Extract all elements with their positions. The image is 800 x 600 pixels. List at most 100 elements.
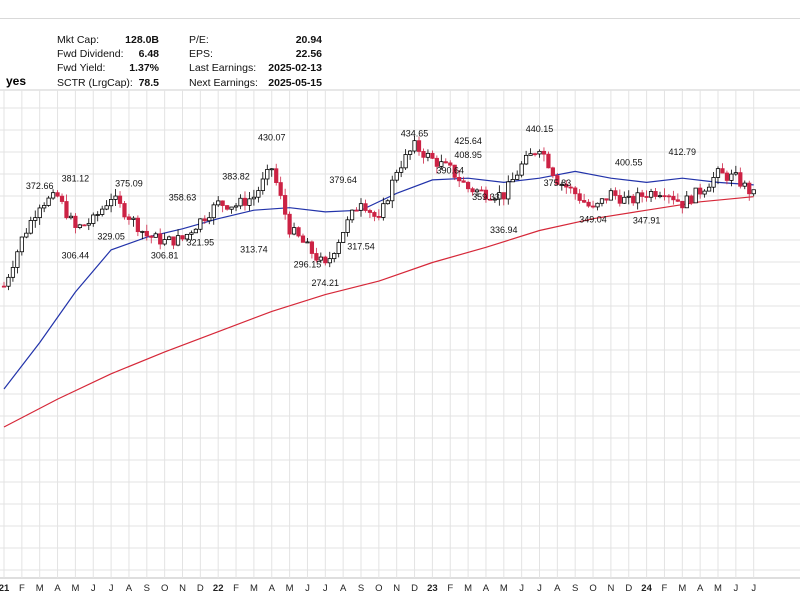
candle-body bbox=[10, 267, 16, 278]
candle-body bbox=[73, 215, 78, 228]
x-tick-label: D bbox=[411, 583, 418, 594]
candle-body bbox=[604, 198, 609, 201]
x-tick-label: A bbox=[269, 583, 276, 594]
candle-body bbox=[443, 161, 448, 164]
candle-body bbox=[559, 183, 564, 186]
candle-body bbox=[693, 187, 698, 204]
price-annotation: 336.94 bbox=[490, 225, 518, 235]
candle-body bbox=[59, 195, 65, 202]
candle-body bbox=[385, 200, 390, 205]
candle-body bbox=[309, 241, 315, 254]
candle-body bbox=[220, 200, 225, 206]
candle-body bbox=[42, 205, 47, 209]
stat-label: EPS: bbox=[189, 48, 213, 61]
candle-body bbox=[109, 199, 114, 207]
stat-label: Fwd Yield: bbox=[57, 62, 106, 75]
price-annotation: 349.04 bbox=[579, 215, 607, 225]
candle-body bbox=[189, 232, 194, 235]
price-annotation: 321.95 bbox=[187, 238, 215, 248]
candle-body bbox=[358, 203, 364, 211]
candle-body bbox=[113, 195, 118, 200]
x-tick-label: F bbox=[233, 583, 239, 594]
x-tick-label: S bbox=[358, 583, 364, 594]
candle-body bbox=[515, 174, 520, 180]
candle-body bbox=[349, 209, 355, 221]
candle-body bbox=[421, 151, 426, 158]
stat-label: Last Earnings: bbox=[189, 62, 257, 75]
candle-body bbox=[100, 208, 105, 215]
stat-value: 2025-05-15 bbox=[268, 76, 322, 89]
candle-body bbox=[238, 197, 243, 207]
stat-value: 22.56 bbox=[295, 48, 322, 61]
candle-body bbox=[590, 205, 596, 208]
candle-body bbox=[715, 168, 721, 178]
candle-body bbox=[122, 203, 127, 218]
stat-row: Fwd Yield: 1.37% bbox=[57, 61, 159, 75]
candle-body bbox=[662, 195, 667, 198]
candle-body bbox=[211, 204, 216, 219]
stat-value: 6.48 bbox=[138, 48, 159, 61]
candle-body bbox=[488, 198, 493, 201]
candle-body bbox=[131, 217, 136, 220]
candle-body bbox=[492, 198, 497, 201]
candle-body bbox=[582, 200, 587, 203]
candle-body bbox=[180, 235, 185, 240]
x-tick-label: M bbox=[286, 583, 294, 594]
candle-body bbox=[483, 189, 489, 200]
candle-body bbox=[506, 181, 511, 200]
candle-body bbox=[586, 201, 591, 207]
stat-row: SCTR (LrgCap): 78.5 bbox=[57, 76, 159, 90]
candle-body bbox=[24, 232, 29, 238]
candle-body bbox=[564, 183, 569, 188]
candle-body bbox=[314, 253, 319, 261]
candle-body bbox=[573, 187, 578, 195]
candle-body bbox=[733, 172, 738, 175]
candle-body bbox=[46, 197, 51, 206]
candle-body bbox=[510, 179, 515, 183]
price-annotation: 430.07 bbox=[258, 132, 286, 142]
candle-body bbox=[336, 242, 341, 254]
x-tick-label: A bbox=[554, 583, 561, 594]
candle-body bbox=[216, 200, 221, 206]
candle-body bbox=[291, 227, 297, 235]
candle-body bbox=[207, 217, 212, 222]
candle-body bbox=[680, 200, 685, 209]
candle-body bbox=[305, 241, 310, 244]
stat-label: Next Earnings: bbox=[189, 76, 258, 89]
x-tick-label: J bbox=[91, 583, 96, 594]
price-annotation: 381.12 bbox=[62, 174, 90, 184]
price-annotation: 296.15 bbox=[294, 259, 322, 269]
stat-row: Mkt Cap: 128.0B bbox=[57, 33, 159, 47]
candle-body bbox=[37, 207, 42, 219]
candle-body bbox=[162, 239, 167, 245]
price-annotation: 313.74 bbox=[240, 244, 268, 254]
candle-body bbox=[153, 233, 158, 238]
moving-average-line bbox=[3, 196, 754, 428]
candle-body bbox=[537, 150, 542, 155]
candle-body bbox=[595, 202, 600, 208]
candle-body bbox=[167, 236, 172, 240]
candle-body bbox=[653, 191, 658, 197]
candle-body bbox=[296, 227, 301, 237]
candle-body bbox=[363, 203, 368, 211]
candle-body bbox=[501, 192, 506, 200]
x-tick-label: S bbox=[144, 583, 150, 594]
x-tick-label: S bbox=[572, 583, 578, 594]
candle-body bbox=[233, 205, 239, 208]
candle-body bbox=[390, 179, 395, 202]
candle-body bbox=[327, 258, 332, 264]
x-tick-label: J bbox=[751, 583, 756, 594]
candle-body bbox=[354, 209, 359, 212]
candle-body bbox=[287, 213, 292, 235]
candle-body bbox=[416, 140, 422, 152]
candle-body bbox=[91, 214, 96, 224]
x-tick-label: J bbox=[323, 583, 328, 594]
x-tick-label: A bbox=[340, 583, 347, 594]
candle-body bbox=[671, 195, 676, 201]
x-tick-label: M bbox=[464, 583, 472, 594]
candle-body bbox=[86, 223, 91, 226]
x-tick-label: 23 bbox=[427, 583, 438, 594]
candle-body bbox=[675, 199, 680, 202]
candle-body bbox=[225, 205, 230, 210]
